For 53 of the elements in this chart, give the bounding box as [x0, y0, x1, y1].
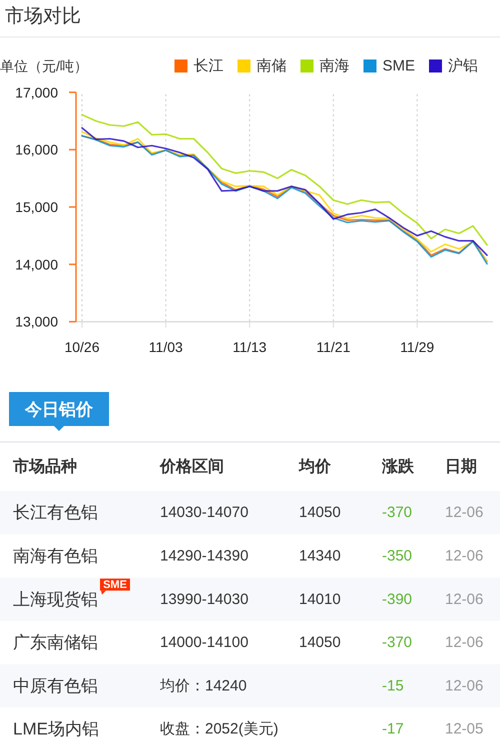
x-tick-label: 11/03 — [148, 339, 183, 355]
category-label: LME场内铝 — [13, 720, 99, 739]
text: 14000-14100 — [160, 634, 248, 652]
text: 12-05 — [445, 720, 484, 738]
category-label: 均价 — [298, 458, 332, 476]
text: 14050 — [299, 504, 341, 522]
category-label: 长江有色铝 — [13, 503, 98, 522]
text: 14340 — [299, 547, 341, 564]
x-tick-label: 11/13 — [232, 339, 267, 355]
y-tick-label: 15,000 — [15, 199, 58, 215]
category-label: 上海现货铝 — [13, 590, 98, 609]
legend-label: 南储 — [256, 58, 286, 74]
line-series — [81, 114, 488, 246]
category-label: 广东南储铝 — [13, 633, 98, 652]
text: -390 — [382, 590, 412, 608]
legend-label: 沪铝 — [448, 58, 478, 74]
x-tick-label: 11/21 — [316, 339, 351, 355]
text: 13990-14030 — [160, 590, 248, 608]
category-label: 价格区间 — [159, 458, 224, 476]
text: 12-06 — [445, 590, 484, 608]
text: 12-06 — [445, 677, 484, 694]
x-tick-label: 10/26 — [64, 339, 100, 355]
y-tick-label: 14,000 — [15, 256, 58, 272]
text: 14010 — [299, 590, 341, 608]
legend-label: 长江 — [193, 58, 224, 74]
text: 14050 — [299, 634, 341, 652]
category-label: 南海有色铝 — [13, 546, 98, 566]
y-tick-label: 16,000 — [15, 142, 58, 158]
text: -17 — [382, 720, 404, 738]
text: 12-06 — [445, 634, 484, 652]
y-axis-title: 单位（元/吨） — [0, 58, 88, 74]
x-tick-label: 11/29 — [400, 339, 434, 355]
text: 14030-14070 — [160, 504, 248, 522]
text: SME — [103, 579, 127, 592]
text: -350 — [382, 547, 412, 564]
category-label: 日期 — [445, 458, 477, 476]
text: -370 — [382, 504, 412, 522]
text: 收盘：2052(美元) — [160, 720, 278, 738]
category-label: 中原有色铝 — [13, 676, 98, 696]
category-label: 涨跌 — [381, 458, 415, 476]
text: 12-06 — [445, 504, 484, 522]
category-label: 市场品种 — [12, 458, 77, 476]
y-tick-label: 17,000 — [15, 84, 58, 100]
chart-title: 市场对比 — [5, 5, 81, 27]
text: 均价：14240 — [160, 677, 247, 694]
text: 12-06 — [445, 547, 484, 564]
text: 今日铝价 — [24, 400, 94, 419]
text: -370 — [382, 634, 412, 652]
legend-label: SME — [382, 58, 415, 74]
y-tick-label: 13,000 — [15, 314, 58, 330]
text: -15 — [382, 677, 404, 694]
legend-label: 南海 — [319, 58, 350, 74]
text: 14290-14390 — [160, 547, 248, 564]
